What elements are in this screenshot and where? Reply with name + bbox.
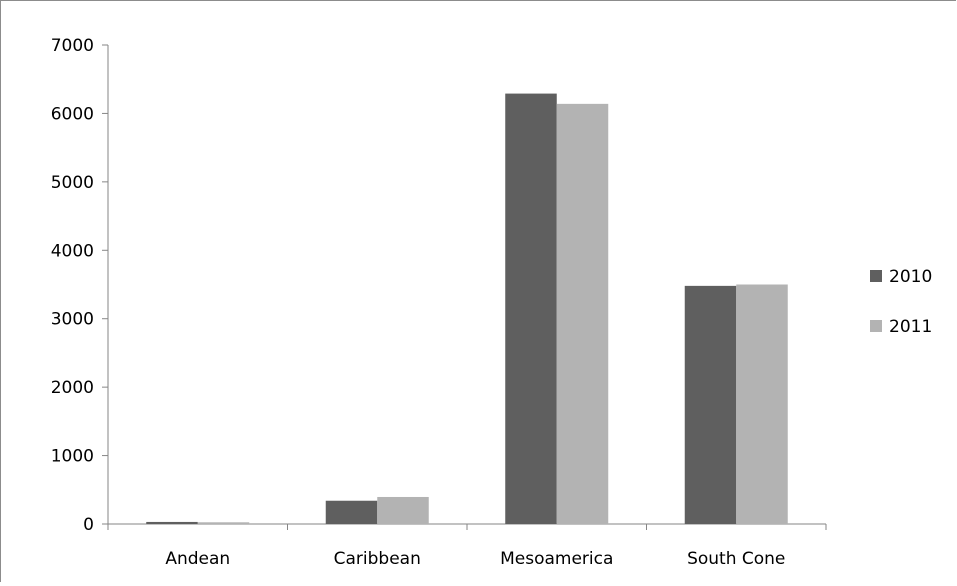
- x-tick-label: Andean: [165, 549, 230, 569]
- x-tick-label: Mesoamerica: [500, 549, 613, 569]
- legend-swatch-2011: [870, 320, 882, 332]
- legend-label-2010: 2010: [889, 267, 932, 287]
- bar-2010-caribbean: [325, 500, 378, 524]
- legend: 2010 2011: [870, 267, 932, 337]
- y-tick-label: 7000: [51, 36, 94, 56]
- bar-2011-caribbean: [377, 496, 429, 524]
- tick-labels: 0 1000 2000 3000 4000 5000 6000 7000 Andean Carib…: [51, 36, 786, 569]
- y-tick-label: 4000: [51, 241, 94, 261]
- bar-2011-mesoamerica: [556, 103, 609, 524]
- y-tick-label: 3000: [51, 310, 94, 330]
- y-tick-label: 2000: [51, 378, 94, 398]
- y-tick-label: 0: [83, 515, 94, 535]
- y-tick-label: 5000: [51, 173, 94, 193]
- bar-2011-south-cone: [736, 284, 788, 524]
- bar-2010-mesoamerica: [505, 93, 557, 524]
- bar-2010-andean: [146, 521, 198, 524]
- y-tick-label: 1000: [51, 447, 94, 467]
- x-tick-label: South Cone: [687, 549, 785, 569]
- bar-2010-south-cone: [684, 285, 737, 524]
- x-tick-label: Caribbean: [334, 549, 421, 569]
- bars: [146, 93, 788, 524]
- legend-label-2011: 2011: [889, 317, 932, 337]
- y-tick-label: 6000: [51, 104, 94, 124]
- bar-2011-andean: [197, 522, 250, 524]
- legend-swatch-2010: [870, 270, 882, 282]
